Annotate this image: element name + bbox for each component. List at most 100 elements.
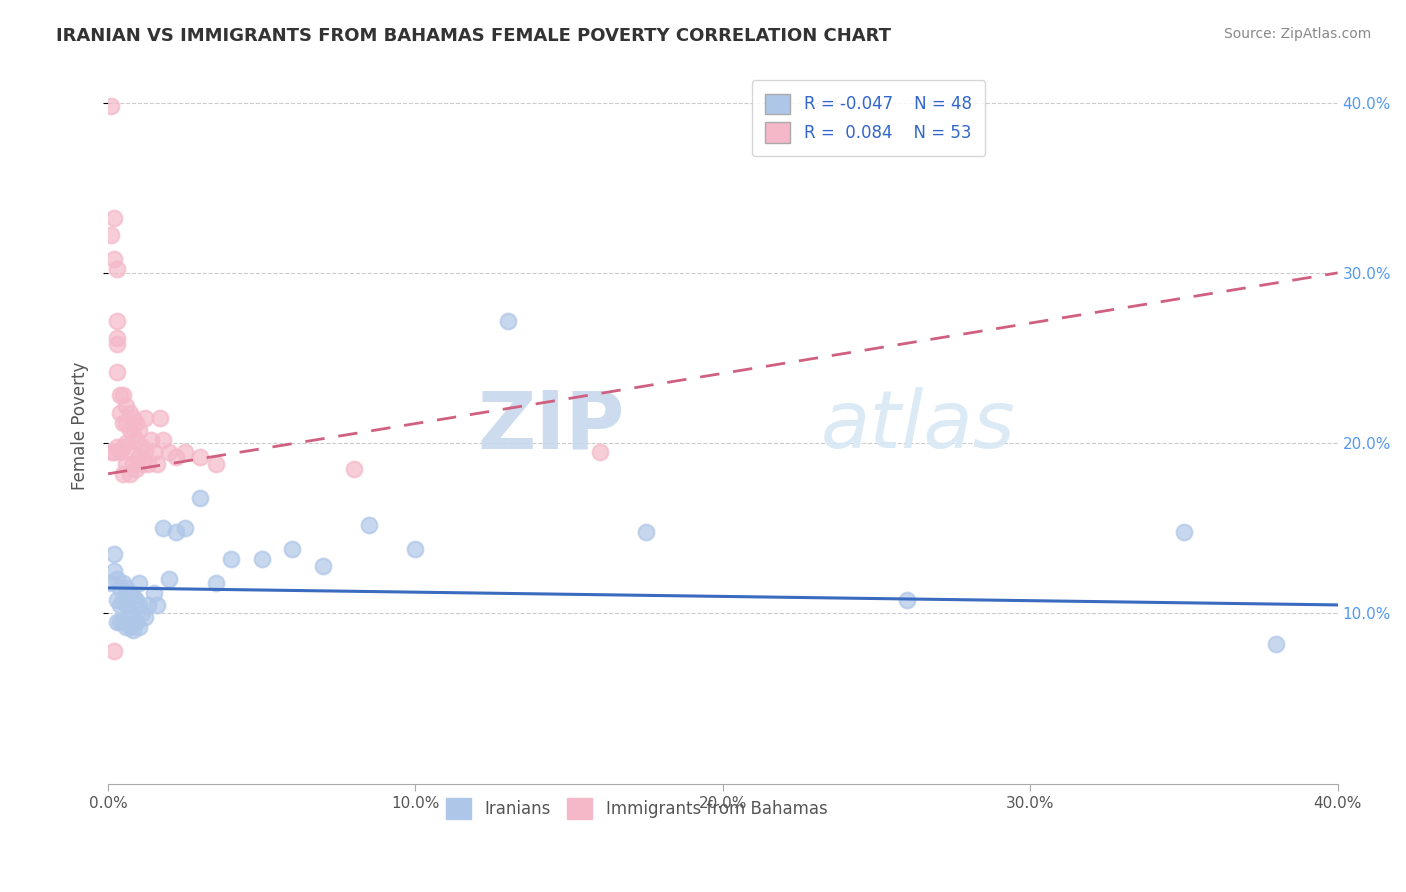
Point (118, 405, 141, 419)
Text: ZIP: ZIP (477, 387, 624, 465)
Point (146, 598, 169, 612)
Point (1265, 637, 1288, 651)
Point (112, 575, 135, 590)
Point (110, 615, 132, 629)
Point (110, 581, 132, 595)
Point (188, 491, 211, 505)
Point (896, 592, 918, 607)
Point (115, 436, 138, 450)
Point (139, 433, 162, 447)
Point (173, 444, 195, 458)
Point (219, 552, 242, 566)
Point (134, 410, 156, 425)
Point (112, 416, 135, 430)
Point (124, 615, 146, 629)
Point (159, 573, 181, 587)
Point (105, 262, 128, 277)
Point (105, 440, 128, 454)
Point (165, 524, 187, 539)
Point (128, 575, 150, 590)
Point (149, 410, 172, 425)
Point (115, 581, 138, 595)
Point (134, 610, 156, 624)
Point (115, 620, 138, 634)
Point (105, 615, 128, 629)
Point (118, 620, 141, 634)
Point (250, 552, 273, 566)
Point (121, 590, 143, 604)
Point (105, 330, 128, 344)
Point (110, 388, 132, 402)
Point (103, 644, 125, 658)
Point (281, 541, 304, 556)
Point (359, 517, 381, 532)
Point (188, 450, 211, 464)
Y-axis label: Female Poverty: Female Poverty (72, 362, 89, 491)
Point (165, 450, 187, 464)
Point (204, 457, 226, 471)
Text: Source: ZipAtlas.com: Source: ZipAtlas.com (1223, 27, 1371, 41)
Point (131, 457, 153, 471)
Point (100, 228, 122, 243)
Point (496, 313, 519, 327)
Point (121, 624, 143, 638)
Point (146, 457, 169, 471)
Point (115, 399, 138, 413)
Point (103, 547, 125, 561)
Point (100, 99, 122, 113)
Point (103, 211, 125, 226)
Point (1173, 524, 1195, 539)
Point (173, 521, 195, 535)
Point (589, 444, 612, 458)
Point (103, 564, 125, 578)
Point (124, 416, 146, 430)
Point (634, 524, 657, 539)
Point (121, 457, 143, 471)
Point (128, 450, 150, 464)
Text: atlas: atlas (821, 387, 1017, 465)
Point (118, 586, 141, 600)
Point (105, 365, 128, 379)
Point (112, 592, 135, 607)
Point (131, 440, 153, 454)
Point (110, 444, 132, 458)
Point (124, 461, 146, 475)
Point (152, 433, 174, 447)
Point (103, 444, 125, 458)
Point (343, 461, 366, 475)
Point (112, 440, 135, 454)
Point (404, 541, 426, 556)
Point (105, 337, 128, 351)
Point (118, 607, 141, 621)
Point (204, 575, 226, 590)
Point (112, 388, 135, 402)
Point (112, 467, 135, 481)
Point (143, 444, 166, 458)
Point (136, 457, 159, 471)
Point (128, 598, 150, 612)
Point (112, 615, 135, 629)
Point (312, 558, 335, 573)
Point (110, 598, 132, 612)
Point (121, 410, 143, 425)
Point (136, 598, 159, 612)
Point (103, 252, 125, 267)
Point (115, 416, 138, 430)
Point (143, 586, 166, 600)
Point (115, 598, 138, 612)
Text: IRANIAN VS IMMIGRANTS FROM BAHAMAS FEMALE POVERTY CORRELATION CHART: IRANIAN VS IMMIGRANTS FROM BAHAMAS FEMAL… (56, 27, 891, 45)
Point (105, 592, 128, 607)
Point (110, 405, 132, 419)
Point (118, 423, 141, 437)
Point (100, 575, 122, 590)
Point (152, 521, 174, 535)
Point (124, 433, 146, 447)
Point (115, 457, 138, 471)
Point (131, 607, 153, 621)
Point (118, 444, 141, 458)
Legend: Iranians, Immigrants from Bahamas: Iranians, Immigrants from Bahamas (439, 792, 834, 825)
Point (128, 423, 150, 437)
Point (159, 444, 181, 458)
Point (134, 444, 156, 458)
Point (118, 467, 141, 481)
